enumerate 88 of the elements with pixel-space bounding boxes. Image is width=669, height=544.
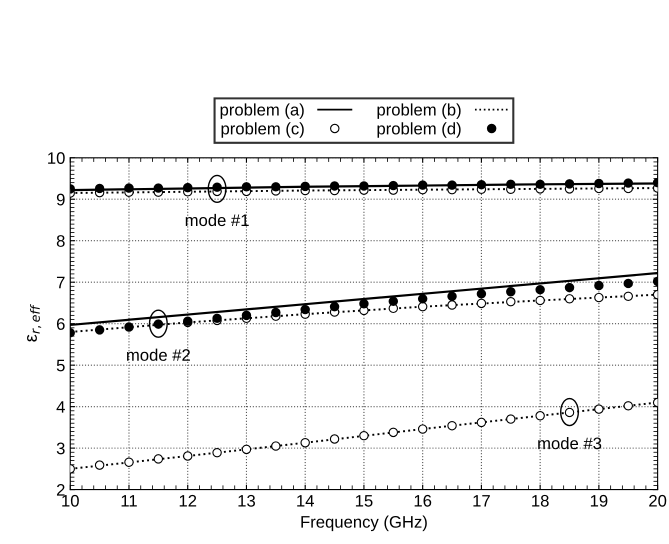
x-tick-label: 19 [590,494,608,507]
point [418,294,428,304]
point [388,180,398,190]
point [300,304,310,314]
point [594,292,604,302]
point [124,322,134,332]
point [94,460,104,470]
point [359,430,369,440]
x-tick-label: 18 [532,494,549,507]
point [535,284,545,294]
x-tick-label: 15 [356,495,373,507]
legend-label: problem (b) [378,103,461,119]
point [124,183,134,193]
point [183,182,192,192]
x-tick-label: 12 [180,494,196,507]
y-tick-label: 10 [48,152,65,164]
point [183,451,192,461]
point [535,180,545,190]
x-tick-label: 16 [414,494,432,507]
point [388,296,398,306]
point [359,299,369,308]
legend-label: problem (c) [222,122,304,138]
point [300,438,310,448]
y-tick-label: 5 [56,360,65,372]
point [124,458,134,467]
point [506,296,516,306]
x-tick-label: 20 [649,494,666,507]
point [506,180,516,190]
point [476,418,486,428]
x-tick-label: 13 [238,494,255,507]
point [212,448,222,458]
legend-label: problem (a) [220,103,304,119]
point [564,282,574,292]
point [447,292,457,302]
point [418,424,428,434]
point [94,325,104,335]
point [624,278,633,288]
point [300,182,310,192]
point [476,298,486,308]
point [506,414,516,424]
x-tick-label: 17 [473,495,490,507]
point [94,184,104,194]
point [506,287,516,296]
point [624,178,633,188]
y-tick-label: 3 [56,442,65,454]
point [154,183,164,193]
point [242,310,252,320]
point [447,421,457,430]
y-tick-label: 2 [56,484,65,496]
point [564,179,574,189]
point [564,294,574,304]
y-axis-title: ε$_{r,eff}$ [27,304,42,342]
x-tick-label: 11 [122,495,137,507]
point [624,401,633,411]
point [242,182,252,192]
point [535,411,545,420]
y-tick-label: 6 [56,318,65,330]
y-tick-label: 8 [56,235,65,247]
point [271,441,281,451]
y-tick-label: 4 [56,401,65,413]
point [594,280,604,290]
point [418,302,428,312]
point [359,181,369,191]
point [476,180,486,190]
annotation: mode #2 [127,348,190,361]
point [594,178,604,188]
point [330,181,340,191]
point [154,454,164,464]
x-tick-label: 14 [297,495,314,507]
point [330,434,340,444]
point [476,289,486,299]
legend-label: problem (d) [378,122,461,138]
y-tick-label: 9 [56,194,65,206]
point [242,444,252,454]
point [624,292,633,302]
point [418,180,428,190]
y-tick-label: 7 [56,276,65,288]
annotation: mode #1 [186,214,249,226]
point [535,296,545,306]
point [447,300,457,310]
point [447,180,457,190]
annotation: mode #3 [538,437,602,450]
point [388,428,398,438]
point [330,302,340,312]
point [271,308,281,318]
point [594,404,604,414]
x-axis-title: Frequency (GHz) [301,516,427,532]
point [271,182,281,192]
